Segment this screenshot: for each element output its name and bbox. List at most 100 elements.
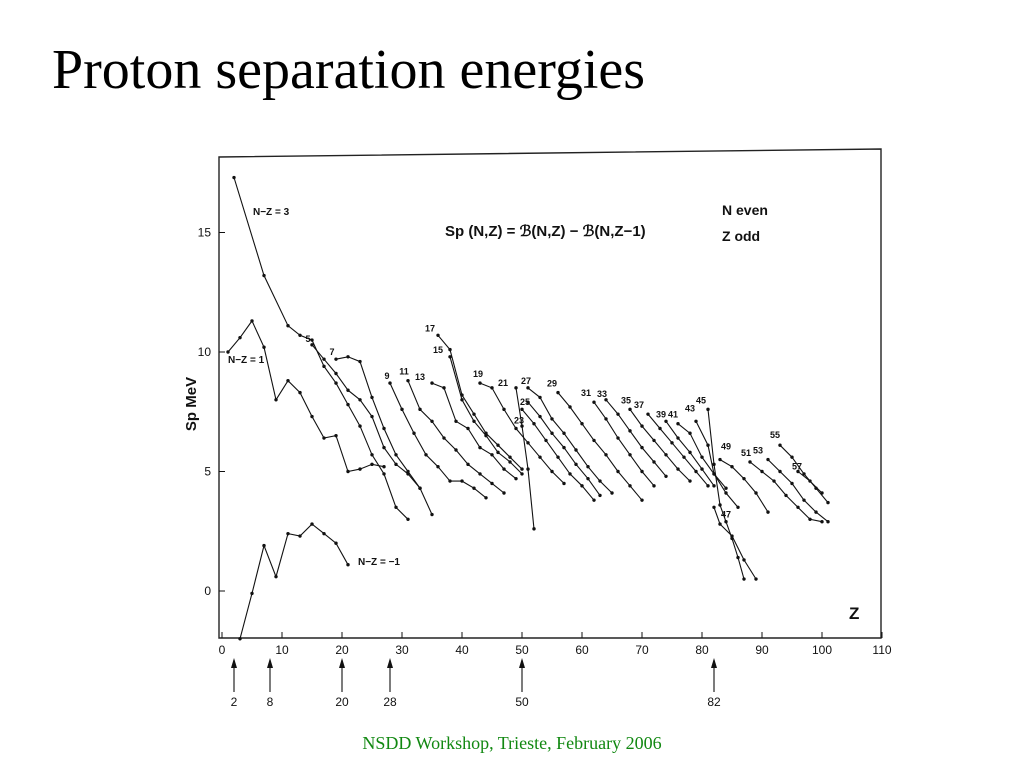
sequence-11-point bbox=[406, 378, 410, 383]
sequence-5-point bbox=[310, 343, 314, 347]
sequence-label: 21 bbox=[498, 378, 508, 388]
sequence-37-point bbox=[694, 469, 698, 474]
sequence-23-point bbox=[520, 407, 524, 412]
sequence-19-point bbox=[502, 407, 506, 412]
legend-n-even: N even bbox=[722, 202, 768, 218]
sequence-15-point bbox=[448, 355, 452, 359]
sequence-35-point bbox=[628, 407, 632, 412]
sequence-label: 9 bbox=[384, 371, 389, 381]
sequence-5-point bbox=[346, 388, 350, 392]
sequence-23-point bbox=[544, 438, 548, 443]
series-2-point bbox=[286, 531, 290, 536]
sequence-label: 17 bbox=[425, 323, 435, 333]
sequence-57-point bbox=[820, 491, 824, 495]
y-tick-label: 15 bbox=[198, 226, 212, 240]
sequence-21-point bbox=[520, 424, 524, 428]
sequence-49-line bbox=[719, 459, 769, 513]
x-tick-label: 0 bbox=[219, 643, 226, 657]
sequence-23-point bbox=[532, 422, 536, 426]
series-1-point bbox=[226, 350, 230, 354]
sequence-35-point bbox=[664, 453, 668, 457]
magic-number-label: 20 bbox=[335, 695, 349, 709]
sequence-25-point bbox=[598, 493, 602, 498]
sequence-35-point bbox=[652, 438, 656, 443]
sequence-37-point bbox=[670, 441, 674, 445]
sequence-17-point bbox=[508, 455, 512, 459]
y-tick-label: 5 bbox=[204, 465, 211, 479]
slide-title: Proton separation energies bbox=[52, 39, 646, 101]
sequence-35-point bbox=[640, 424, 644, 428]
series-2-point bbox=[298, 534, 302, 538]
sequence-label: 19 bbox=[473, 369, 483, 379]
sequence-43-point bbox=[724, 491, 728, 495]
slide-footer: NSDD Workshop, Trieste, February 2006 bbox=[362, 733, 662, 753]
x-axis-label: Z bbox=[849, 604, 859, 623]
magic-arrow-head bbox=[231, 658, 237, 668]
sequence-31-point bbox=[640, 469, 644, 474]
sequence-31-point bbox=[592, 400, 596, 404]
sequence-label: 35 bbox=[621, 395, 631, 405]
sequence-17-point bbox=[472, 412, 476, 416]
sequence-label: 57 bbox=[792, 462, 802, 472]
sequence-5-point bbox=[322, 357, 326, 361]
sequence-label: 33 bbox=[597, 389, 607, 399]
sequence-53-point bbox=[802, 498, 806, 502]
sequence-41-point bbox=[724, 486, 728, 490]
series-0-point bbox=[310, 338, 314, 342]
sequence-37-point bbox=[658, 426, 662, 431]
sequence-33-point bbox=[652, 460, 656, 464]
sequence-7-point bbox=[418, 486, 422, 490]
sequence-37-point bbox=[646, 412, 650, 416]
series-1-point bbox=[358, 467, 362, 471]
sequence-51-point bbox=[748, 460, 752, 464]
sequence-9-point bbox=[460, 479, 464, 483]
sequence-37-line bbox=[647, 413, 709, 487]
sequence-label: 23 bbox=[514, 415, 524, 425]
sequence-13-point bbox=[502, 467, 506, 471]
series-2-point bbox=[310, 522, 314, 526]
series-1-point bbox=[286, 378, 290, 383]
sequence-51-point bbox=[796, 505, 800, 510]
sequence-13-line bbox=[431, 382, 517, 480]
sequence-13-point bbox=[478, 445, 482, 450]
series-2-point bbox=[322, 531, 326, 536]
sequence-27-point bbox=[574, 448, 578, 452]
x-tick-label: 60 bbox=[575, 643, 589, 657]
sequence-9-point bbox=[388, 381, 392, 385]
sequence-label: 51 bbox=[741, 448, 751, 458]
sequence-51-point bbox=[820, 519, 824, 524]
sequence-5-point bbox=[358, 398, 362, 402]
legend-z-odd: Z odd bbox=[722, 228, 760, 244]
sequence-33-point bbox=[640, 445, 644, 450]
sequence-45-point bbox=[706, 407, 710, 412]
series-1-line bbox=[227, 319, 385, 473]
sequence-29-point bbox=[640, 498, 644, 502]
sequence-7-point bbox=[334, 357, 338, 361]
series-0-point bbox=[232, 175, 236, 180]
series-0-point bbox=[406, 517, 410, 521]
sequence-7-point bbox=[382, 426, 386, 431]
sequence-53-point bbox=[766, 457, 770, 462]
series-2-line bbox=[239, 523, 349, 639]
sequence-43-point bbox=[736, 505, 740, 510]
sequence-21-line bbox=[515, 387, 535, 529]
sequence-27-line bbox=[527, 387, 613, 494]
sequence-9-point bbox=[424, 453, 428, 457]
series-1-point bbox=[382, 465, 386, 469]
sequence-43-point bbox=[706, 443, 710, 447]
series-2-point bbox=[334, 541, 338, 545]
sequence-13-point bbox=[430, 381, 434, 385]
sequence-label: 29 bbox=[547, 379, 557, 389]
sequence-7-point bbox=[358, 359, 362, 364]
sequence-55-point bbox=[826, 500, 830, 505]
sequence-45-point bbox=[718, 503, 722, 507]
sequence-15-point bbox=[472, 419, 476, 424]
magic-number-label: 82 bbox=[707, 695, 721, 709]
sequence-29-point bbox=[580, 422, 584, 426]
x-tick-label: 70 bbox=[635, 643, 649, 657]
sequence-11-point bbox=[418, 407, 422, 412]
sequence-label: 47 bbox=[721, 509, 731, 519]
sequence-45-point bbox=[736, 555, 740, 560]
sequence-57-point bbox=[796, 469, 800, 474]
scan-frame bbox=[218, 148, 882, 639]
